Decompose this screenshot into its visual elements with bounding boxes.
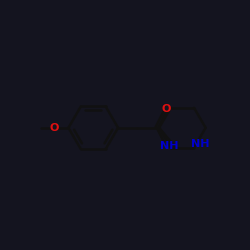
Text: O: O xyxy=(162,104,171,114)
Text: NH: NH xyxy=(191,139,210,149)
Text: O: O xyxy=(50,123,59,133)
Text: NH: NH xyxy=(160,141,178,151)
